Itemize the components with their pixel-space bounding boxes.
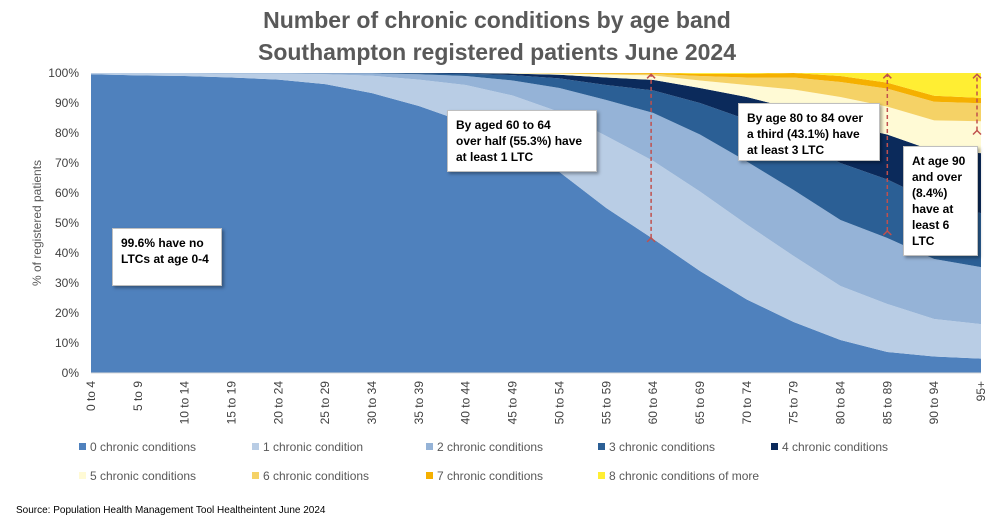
legend-item-6-chronic-conditions: 6 chronic conditions xyxy=(252,469,369,483)
callout-age-90-plus: At age 90 and over (8.4%) have at least … xyxy=(903,146,978,256)
chart-title-line-1: Number of chronic conditions by age band xyxy=(263,7,731,33)
area-2-chronic-conditions xyxy=(91,73,981,325)
y-tick-label: 0% xyxy=(62,366,80,380)
legend-label: 6 chronic conditions xyxy=(263,469,369,483)
area-0-chronic-conditions xyxy=(91,74,981,373)
legend-swatch xyxy=(252,472,259,479)
y-tick-label: 80% xyxy=(55,126,79,140)
legend-item-1-chronic-condition: 1 chronic condition xyxy=(252,440,363,454)
y-tick-label: 30% xyxy=(55,276,79,290)
legend-label: 4 chronic conditions xyxy=(782,440,888,454)
y-tick-label: 50% xyxy=(55,216,79,230)
y-tick-label: 100% xyxy=(48,66,79,80)
x-tick-label: 25 to 29 xyxy=(318,381,332,425)
y-tick-label: 10% xyxy=(55,336,79,350)
x-tick-label: 10 to 14 xyxy=(178,381,192,425)
legend-label: 0 chronic conditions xyxy=(90,440,196,454)
legend-label: 5 chronic conditions xyxy=(90,469,196,483)
legend-label: 3 chronic conditions xyxy=(609,440,715,454)
legend-label: 2 chronic conditions xyxy=(437,440,543,454)
legend-swatch xyxy=(252,443,259,450)
area-5-chronic-conditions xyxy=(91,73,981,154)
x-tick-label: 80 to 84 xyxy=(834,381,848,425)
x-tick-label: 60 to 64 xyxy=(646,381,660,425)
legend-label: 8 chronic conditions of more xyxy=(609,469,759,483)
legend-label: 7 chronic conditions xyxy=(437,469,543,483)
x-tick-label: 40 to 44 xyxy=(459,381,473,425)
x-tick-label: 55 to 59 xyxy=(599,381,613,425)
legend-item-0-chronic-conditions: 0 chronic conditions xyxy=(79,440,196,454)
x-tick-label: 95+ xyxy=(974,381,988,401)
legend-item-7-chronic-conditions: 7 chronic conditions xyxy=(426,469,543,483)
legend-swatch xyxy=(79,443,86,450)
callout-age-80-84: By age 80 to 84 over a third (43.1%) hav… xyxy=(738,103,880,161)
legend-swatch xyxy=(598,443,605,450)
legend-item-8-chronic-conditions-of-more: 8 chronic conditions of more xyxy=(598,469,759,483)
y-tick-label: 60% xyxy=(55,186,79,200)
x-tick-label: 70 to 74 xyxy=(740,381,754,425)
y-tick-label: 70% xyxy=(55,156,79,170)
legend-swatch xyxy=(426,443,433,450)
legend: 0 chronic conditions 1 chronic condition 2… xyxy=(79,440,888,483)
x-tick-label: 65 to 69 xyxy=(693,381,707,425)
y-tick-label: 90% xyxy=(55,96,79,110)
x-tick-label: 35 to 39 xyxy=(412,381,426,425)
area-6-chronic-conditions xyxy=(91,73,981,122)
legend-item-5-chronic-conditions: 5 chronic conditions xyxy=(79,469,196,483)
legend-item-3-chronic-conditions: 3 chronic conditions xyxy=(598,440,715,454)
source-note: Source: Population Health Management Too… xyxy=(16,505,326,516)
x-tick-label: 50 to 54 xyxy=(552,381,566,425)
x-tick-label: 5 to 9 xyxy=(131,381,145,411)
y-tick-label: 20% xyxy=(55,306,79,320)
x-tick-label: 45 to 49 xyxy=(506,381,520,425)
x-tick-label: 75 to 79 xyxy=(787,381,801,425)
legend-swatch xyxy=(598,472,605,479)
chart-title-line-2: Southampton registered patients June 202… xyxy=(258,39,736,65)
legend-label: 1 chronic condition xyxy=(263,440,363,454)
y-tick-label: 40% xyxy=(55,246,79,260)
callout-age-60-64: By aged 60 to 64 over half (55.3%) have … xyxy=(447,110,597,172)
legend-swatch xyxy=(771,443,778,450)
legend-swatch xyxy=(79,472,86,479)
x-axis: 0 to 4 5 to 9 10 to 14 15 to 19 20 to 24 25 t… xyxy=(84,372,988,425)
x-tick-label: 85 to 89 xyxy=(880,381,894,425)
area-8-chronic-conditions-of-more xyxy=(91,73,981,98)
legend-swatch xyxy=(426,472,433,479)
callout-age-0-4: 99.6% have no LTCs at age 0-4 xyxy=(112,228,222,286)
y-axis-title: % of registered patients xyxy=(30,160,44,286)
area-3-chronic-conditions xyxy=(91,73,981,268)
y-axis: 0% 10% 20% 30% 40% 50% 60% 70% 80% 90% 100% xyxy=(48,66,79,380)
x-tick-label: 0 to 4 xyxy=(84,381,98,411)
legend-item-4-chronic-conditions: 4 chronic conditions xyxy=(771,440,888,454)
legend-item-2-chronic-conditions: 2 chronic conditions xyxy=(426,440,543,454)
x-tick-label: 30 to 34 xyxy=(365,381,379,425)
x-tick-label: 90 to 94 xyxy=(927,381,941,425)
x-tick-label: 15 to 19 xyxy=(225,381,239,425)
x-tick-label: 20 to 24 xyxy=(271,381,285,425)
annotation-arrows xyxy=(646,73,982,243)
area-1-chronic-condition xyxy=(91,73,981,359)
